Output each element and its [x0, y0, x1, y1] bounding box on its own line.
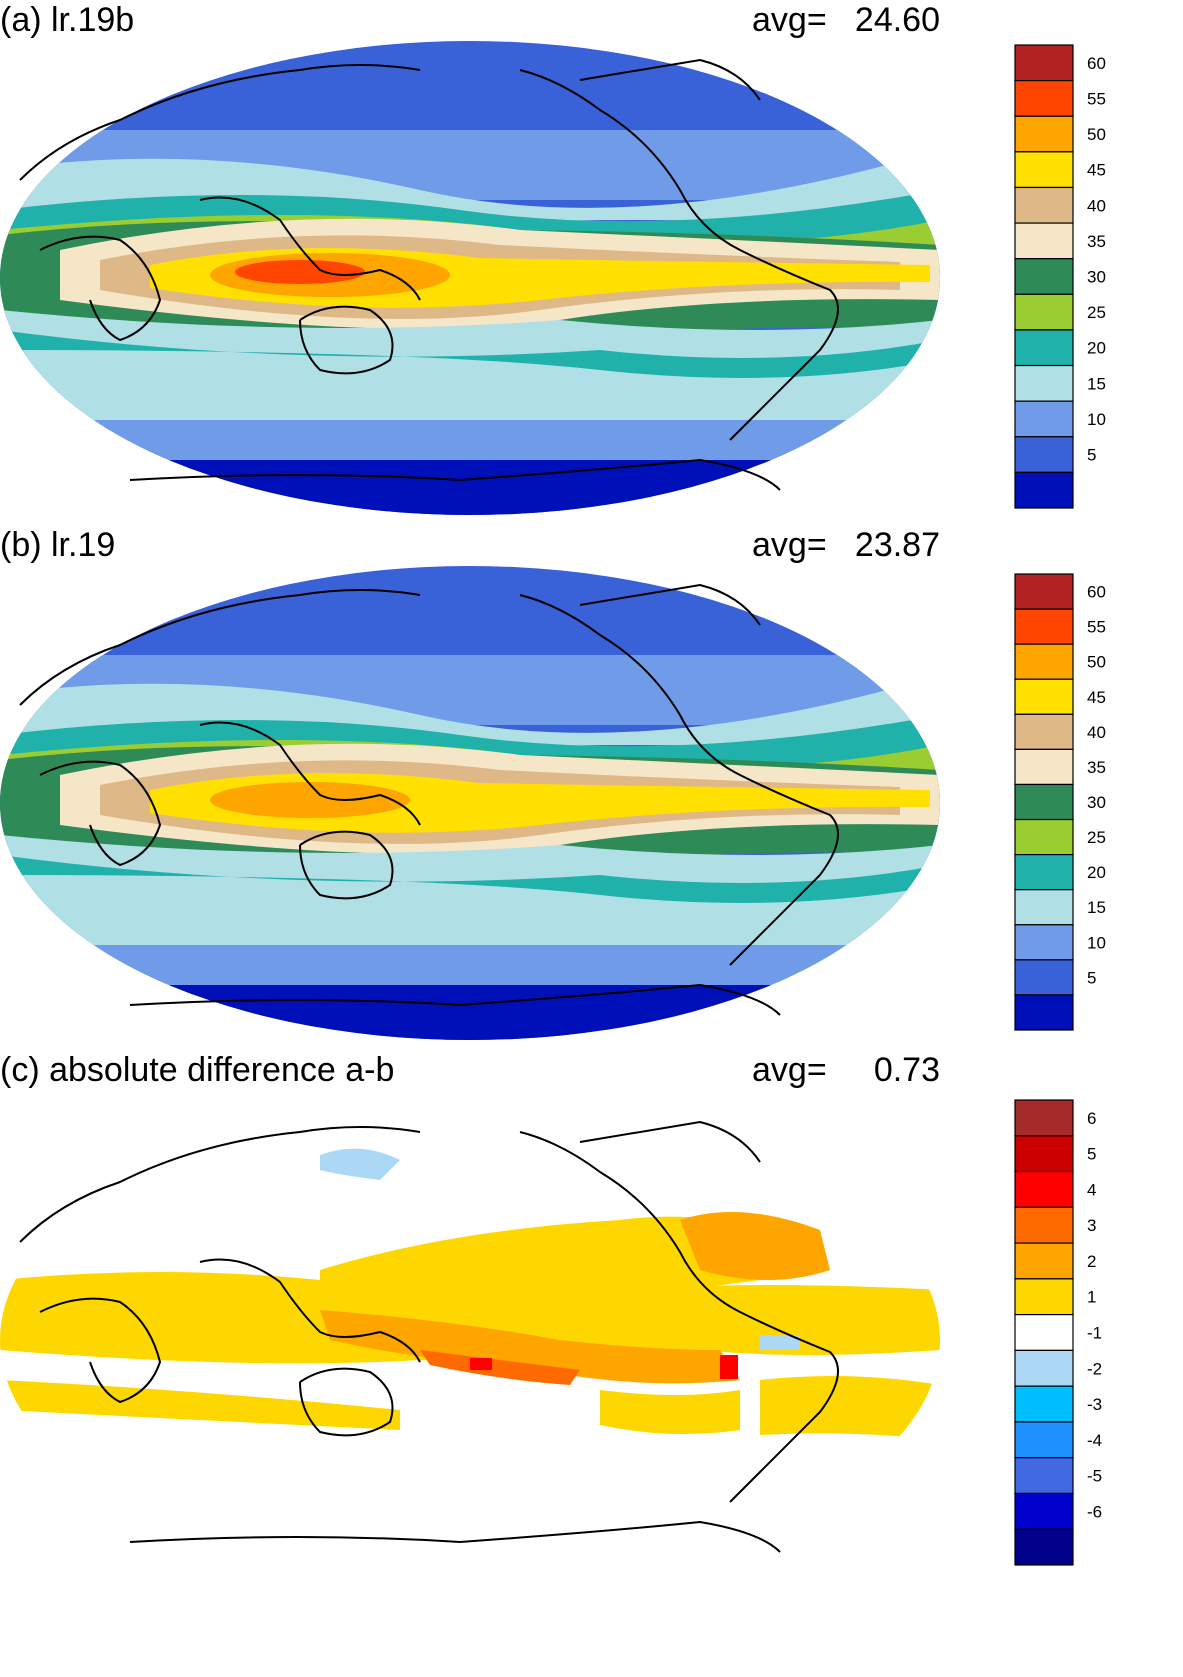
- coastlines-b: [19, 583, 839, 1016]
- panel-title-a: (a) lr.19b: [0, 1, 135, 39]
- colorbar-tick-label: 45: [1087, 161, 1106, 180]
- colorbar-tick-label: 50: [1087, 653, 1106, 672]
- colorbar-tick-label: -3: [1087, 1395, 1102, 1414]
- colorbar-tick-label: -1: [1087, 1324, 1102, 1343]
- colorbar-tick-label: 25: [1087, 828, 1106, 847]
- colorbar-tick-label: 30: [1087, 268, 1106, 287]
- map-panel-c: [0, 1103, 940, 1577]
- coastlines-c: [19, 1120, 839, 1553]
- colorbar-tick-label: -5: [1087, 1467, 1102, 1486]
- avg-label-c: avg=: [752, 1051, 827, 1089]
- panel-title-c: (c) absolute difference a-b: [0, 1051, 395, 1089]
- colorbar-tick-label: 55: [1087, 89, 1106, 108]
- colorbar-swatch: [1014, 364, 1074, 402]
- coastlines-a: [19, 58, 839, 491]
- colorbar-swatch: [1014, 115, 1074, 153]
- colorbar-swatch: [1014, 1421, 1074, 1459]
- avg-value-b: 23.87: [854, 526, 940, 564]
- colorbar-swatch: [1014, 889, 1074, 926]
- colorbar-swatch: [1014, 1492, 1074, 1530]
- colorbar-swatch: [1014, 854, 1074, 891]
- colorbar-tick-label: 10: [1087, 410, 1106, 429]
- colorbar-swatch: [1014, 471, 1074, 509]
- colorbar-swatch: [1014, 186, 1074, 224]
- colorbar-swatch: [1014, 608, 1074, 645]
- panel-title-b: (b) lr.19: [0, 526, 116, 564]
- colorbar-tick-label: -2: [1087, 1359, 1102, 1378]
- colorbar-tick-label: 40: [1087, 723, 1106, 742]
- colorbar-tick-label: 20: [1087, 339, 1106, 358]
- colorbar-swatch: [1014, 293, 1074, 331]
- colorbar-tick-label: 45: [1087, 688, 1106, 707]
- colorbar-tick-label: 1: [1087, 1288, 1096, 1307]
- colorbar-tick-label: 5: [1087, 968, 1096, 987]
- colorbar-tick-label: 2: [1087, 1252, 1096, 1271]
- colorbar-b: 60 55 50 45 40 35 30 25 20 15 10 5: [1014, 573, 1106, 1031]
- colorbar-swatch: [1014, 1278, 1074, 1316]
- colorbar-tick-label: 20: [1087, 863, 1106, 882]
- colorbar-swatch: [1014, 1457, 1074, 1495]
- colorbar-swatch: [1014, 258, 1074, 295]
- panel-c: (c) absolute difference a-b avg= 0.73 6 5…: [0, 1050, 1183, 1577]
- avg-label-b: avg=: [752, 526, 827, 564]
- colorbar-swatch: [1014, 44, 1074, 82]
- colorbar-swatch: [1014, 1099, 1074, 1137]
- colorbar-swatch: [1014, 1242, 1074, 1280]
- colorbar-swatch: [1014, 783, 1074, 821]
- colorbar-tick-label: 4: [1087, 1180, 1096, 1199]
- colorbar-tick-label: 10: [1087, 933, 1106, 952]
- colorbar-swatch: [1014, 818, 1074, 856]
- colorbar-swatch: [1014, 1528, 1074, 1566]
- colorbar-swatch: [1014, 222, 1074, 260]
- avg-value-c: 0.73: [873, 1051, 940, 1089]
- colorbar-tick-label: 25: [1087, 303, 1106, 322]
- avg-value-a: 24.60: [854, 1, 940, 39]
- colorbar-swatch: [1014, 1170, 1074, 1208]
- colorbar-swatch: [1014, 1385, 1074, 1423]
- colorbar-swatch: [1014, 1314, 1074, 1351]
- colorbar-tick-label: 5: [1087, 446, 1096, 465]
- colorbar-swatch: [1014, 573, 1074, 610]
- colorbar-swatch: [1014, 151, 1074, 189]
- colorbar-a: 60 55 50 45 40 35 30 25 20 15 10 5: [1014, 44, 1106, 509]
- colorbar-swatch: [1014, 80, 1074, 117]
- panel-a: (a) lr.19b avg= 24.60 60 55 50 45 40 35 30 25 20…: [0, 0, 1183, 520]
- colorbar-tick-label: 5: [1087, 1145, 1096, 1164]
- colorbar-tick-label: 60: [1087, 583, 1106, 602]
- colorbar-tick-label: 3: [1087, 1216, 1096, 1235]
- colorbar-tick-label: 60: [1087, 54, 1106, 73]
- colorbar-swatch: [1014, 1135, 1074, 1173]
- map-panel-a: [0, 41, 940, 515]
- colorbar-tick-label: 15: [1087, 374, 1106, 393]
- colorbar-tick-label: 6: [1087, 1109, 1096, 1128]
- colorbar-swatch: [1014, 748, 1074, 786]
- map-panel-b: [0, 566, 940, 1040]
- colorbar-swatch: [1014, 400, 1074, 438]
- colorbar-tick-label: 40: [1087, 196, 1106, 215]
- colorbar-c: 6 5 4 3 2 1 -1 -2 -3 -4 -5 -6: [1014, 1099, 1102, 1566]
- colorbar-swatch: [1014, 959, 1074, 996]
- colorbar-tick-label: -6: [1087, 1502, 1102, 1521]
- colorbar-swatch: [1014, 994, 1074, 1031]
- colorbar-tick-label: -4: [1087, 1431, 1102, 1450]
- colorbar-swatch: [1014, 678, 1074, 715]
- colorbar-tick-label: 15: [1087, 898, 1106, 917]
- colorbar-swatch: [1014, 1349, 1074, 1387]
- colorbar-swatch: [1014, 436, 1074, 473]
- avg-label-a: avg=: [752, 1, 827, 39]
- colorbar-swatch: [1014, 643, 1074, 680]
- colorbar-swatch: [1014, 713, 1074, 750]
- colorbar-swatch: [1014, 329, 1074, 367]
- colorbar-tick-label: 30: [1087, 793, 1106, 812]
- colorbar-tick-label: 50: [1087, 125, 1106, 144]
- colorbar-tick-label: 35: [1087, 758, 1106, 777]
- panel-b: (b) lr.19 avg= 23.87 60 55 50 45 40 35 30 25 20 1…: [0, 525, 1183, 1045]
- colorbar-swatch: [1014, 1206, 1074, 1244]
- colorbar-swatch: [1014, 924, 1074, 961]
- colorbar-tick-label: 35: [1087, 232, 1106, 251]
- colorbar-tick-label: 55: [1087, 618, 1106, 637]
